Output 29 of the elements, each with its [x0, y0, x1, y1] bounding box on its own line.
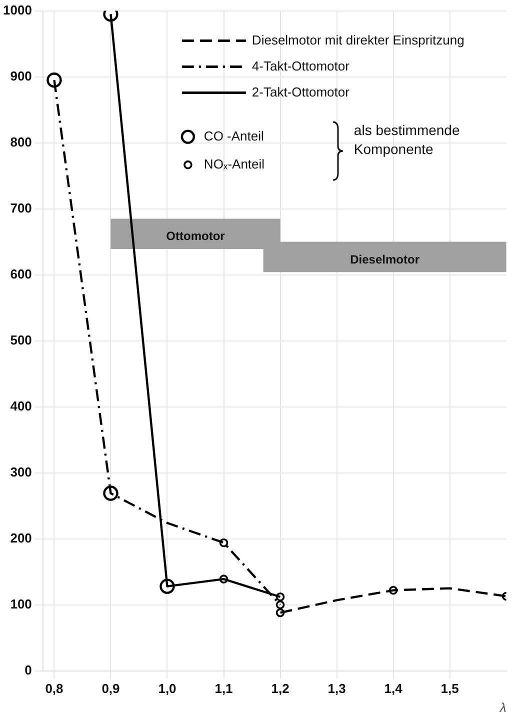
legend-label: 2-Takt-Ottomotor: [252, 84, 350, 100]
y-tick-label: 600: [10, 266, 32, 282]
y-tick-label: 1000: [3, 2, 32, 18]
y-tick-label: 300: [10, 464, 32, 480]
y-tick-label: 700: [10, 200, 32, 216]
band-label: Dieselmotor: [350, 252, 420, 266]
x-tick-label: 1,2: [271, 681, 290, 696]
x-tick-label: 1,0: [158, 681, 176, 696]
legend-label: Dieselmotor mit direkter Einspritzung: [252, 32, 464, 48]
x-tick-label: 1,4: [384, 681, 404, 696]
x-tick-label: 1,5: [440, 681, 459, 696]
y-tick-label: 200: [10, 530, 32, 546]
y-tick-label: 100: [10, 596, 32, 612]
x-axis-title: λ: [498, 700, 506, 715]
y-tick-label: 0: [24, 662, 32, 678]
x-tick-label: 0,8: [45, 681, 64, 696]
x-tick-label: 0,9: [102, 681, 120, 696]
y-tick-label: 500: [10, 332, 32, 348]
x-tick-label: 1,1: [214, 681, 233, 696]
y-tick-label: 800: [10, 134, 32, 150]
y-tick-label: 900: [10, 68, 32, 84]
point: [276, 600, 285, 610]
legend-label: CO -Anteil: [204, 128, 264, 144]
legend-label: 4-Takt-Ottomotor: [252, 58, 350, 74]
x-tick-label: 1,3: [328, 681, 346, 696]
annotation: als bestimmende Komponente: [354, 120, 461, 159]
band-label: Ottomotor: [166, 229, 226, 244]
y-tick-label: 400: [10, 398, 32, 414]
legend-label: NOₓ-Anteil: [204, 156, 265, 172]
